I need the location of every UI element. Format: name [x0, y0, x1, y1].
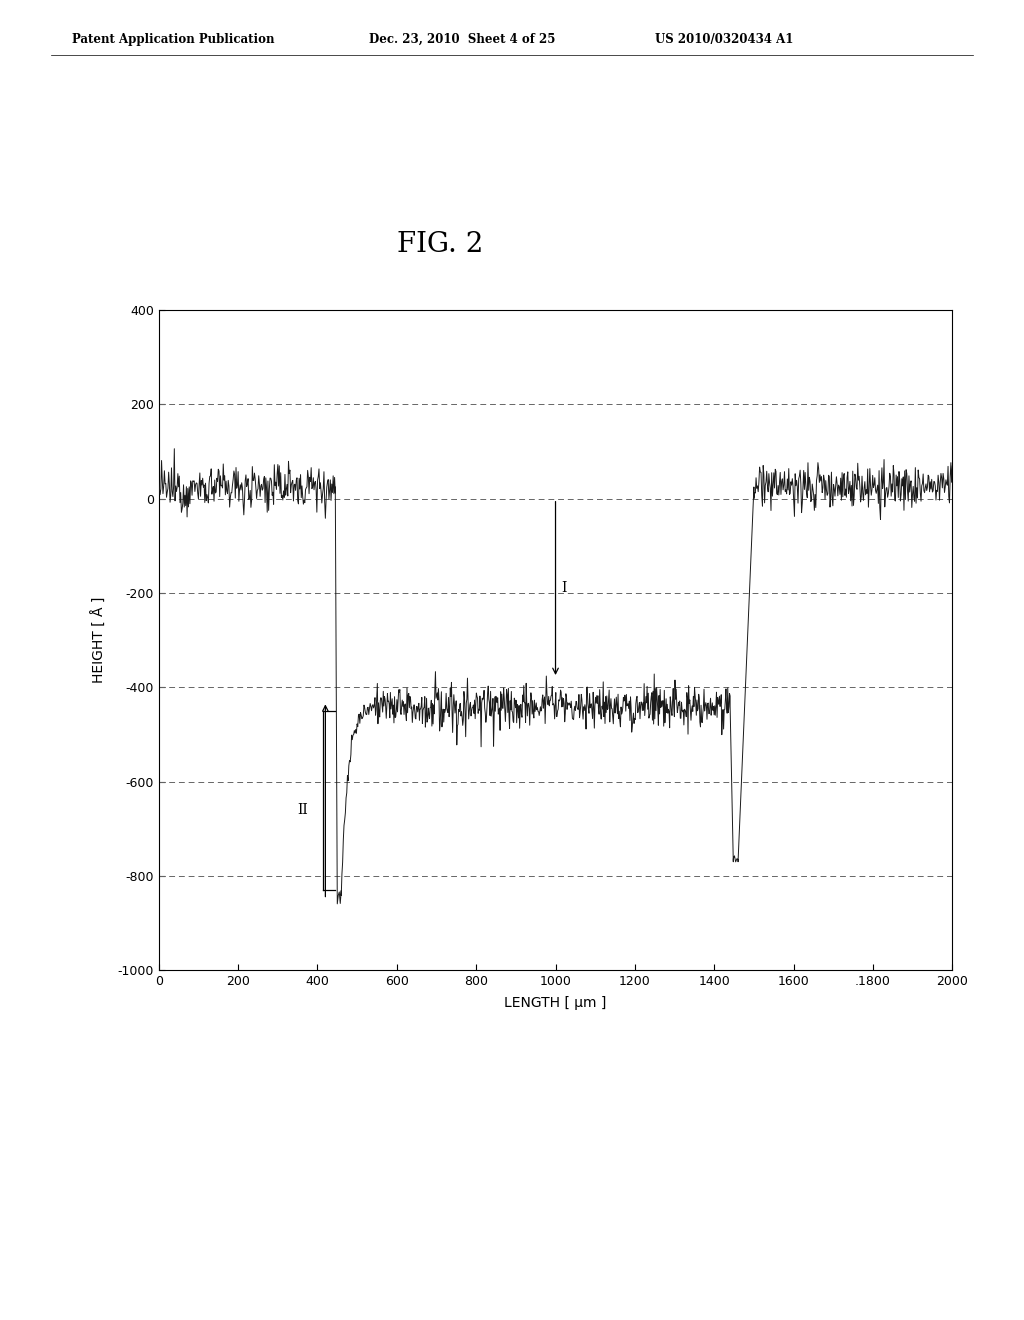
Text: FIG. 2: FIG. 2 [397, 231, 483, 257]
Text: Dec. 23, 2010  Sheet 4 of 25: Dec. 23, 2010 Sheet 4 of 25 [369, 33, 555, 46]
Text: Patent Application Publication: Patent Application Publication [72, 33, 274, 46]
Text: I: I [561, 581, 567, 595]
Text: US 2010/0320434 A1: US 2010/0320434 A1 [655, 33, 794, 46]
Text: II: II [298, 803, 308, 817]
Y-axis label: HEIGHT [ Å ]: HEIGHT [ Å ] [91, 597, 106, 684]
X-axis label: LENGTH [ μm ]: LENGTH [ μm ] [505, 997, 606, 1010]
